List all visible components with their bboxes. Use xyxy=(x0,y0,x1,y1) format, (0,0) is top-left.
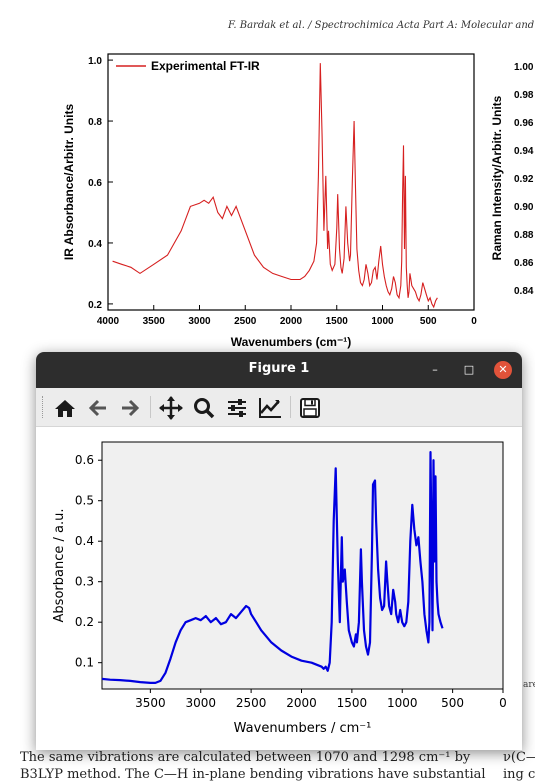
x-tick-label: 1000 xyxy=(387,696,418,710)
window-titlebar[interactable]: Figure 1 – □ ✕ xyxy=(36,352,522,388)
body-text-line-2: B3LYP method. The C—H in-plane bending v… xyxy=(20,767,486,782)
x-tick-label: 4000 xyxy=(97,316,120,327)
x-tick-label: 1000 xyxy=(371,316,394,327)
maximize-button[interactable]: □ xyxy=(460,361,478,379)
save-button[interactable] xyxy=(297,395,323,421)
raman-y-tick-label: 0.90 xyxy=(514,202,534,213)
x-tick-label: 1500 xyxy=(326,316,349,327)
raman-y-tick-label: 0.86 xyxy=(514,258,534,269)
y-tick-label: 0.8 xyxy=(88,117,102,128)
ft-ir-figure: 4000 3500 3000 2500 2000 1500 1000 500 0 0.2 0.4 0.… xyxy=(0,0,535,352)
figure-canvas[interactable]: 3500 3000 2500 2000 1500 1000 500 0 0.1 0.2 0.3 0.4… xyxy=(36,427,522,750)
home-button[interactable] xyxy=(52,395,78,421)
y-tick-label: 0.5 xyxy=(75,494,94,508)
minimize-button[interactable]: – xyxy=(426,361,444,379)
x-tick-label: 2500 xyxy=(234,316,257,327)
y-tick-label: 1.0 xyxy=(88,56,102,67)
legend-entry: Experimental FT-IR xyxy=(151,59,260,73)
back-button[interactable] xyxy=(85,395,111,421)
x-tick-label: 3500 xyxy=(135,696,166,710)
x-tick-label: 500 xyxy=(420,316,437,327)
zoom-button[interactable] xyxy=(191,395,217,421)
x-tick-label: 0 xyxy=(471,316,477,327)
x-tick-label: 2000 xyxy=(280,316,303,327)
x-tick-label: 3000 xyxy=(185,696,216,710)
pan-button[interactable] xyxy=(158,395,184,421)
configure-subplots-button[interactable] xyxy=(224,395,250,421)
x-tick-label: 500 xyxy=(441,696,464,710)
configure-subplots-icon xyxy=(226,397,248,419)
zoom-icon xyxy=(193,397,215,419)
close-button[interactable]: ✕ xyxy=(494,361,512,379)
pan-icon xyxy=(159,396,183,420)
plot-frame xyxy=(108,54,474,310)
x-tick-label: 3500 xyxy=(143,316,166,327)
window-title: Figure 1 xyxy=(36,361,522,376)
x-tick-label: 3000 xyxy=(188,316,211,327)
y-axis-label: IR Absorbance/Arbitr. Units xyxy=(62,104,76,261)
right-column-line-2: ing c xyxy=(503,767,535,782)
forward-button[interactable] xyxy=(117,395,143,421)
raman-y-tick-label: 0.84 xyxy=(514,286,534,297)
y-tick-label: 0.2 xyxy=(75,615,94,629)
body-text-line-1: The same vibrations are calculated betwe… xyxy=(20,750,470,765)
raman-y-tick-label: 0.98 xyxy=(514,90,534,101)
right-column-line-1: ν(C— xyxy=(503,750,535,765)
home-icon xyxy=(54,398,76,418)
back-icon xyxy=(88,398,108,418)
ft-ir-series-line xyxy=(113,63,438,307)
x-tick-label: 2500 xyxy=(236,696,267,710)
body-text: The same vibrations are calculated betwe… xyxy=(20,750,470,765)
x-tick-label: 0 xyxy=(499,696,507,710)
y-tick-label: 0.4 xyxy=(88,239,102,250)
x-axis-label: Wavenumbers / cm⁻¹ xyxy=(234,721,372,736)
raman-y-tick-label: 1.00 xyxy=(514,62,534,73)
toolbar-separator xyxy=(150,396,151,418)
y-axis-label: Absorbance / a.u. xyxy=(52,509,67,623)
y-tick-label: 0.2 xyxy=(88,300,102,311)
raman-y-axis-label: Raman Intensity/Arbitr. Units xyxy=(490,95,504,260)
right-column-text: ν(C— ing c xyxy=(503,750,535,765)
raman-y-tick-label: 0.96 xyxy=(514,118,534,129)
toolbar-separator xyxy=(290,396,291,418)
y-tick-label: 0.3 xyxy=(75,575,94,589)
x-tick-label: 2000 xyxy=(286,696,317,710)
edit-axis-button[interactable] xyxy=(257,395,283,421)
y-tick-label: 0.6 xyxy=(75,453,94,467)
edit-axis-icon xyxy=(258,397,282,419)
raman-y-tick-label: 0.92 xyxy=(514,174,534,185)
x-tick-label: 1500 xyxy=(337,696,368,710)
plot-area xyxy=(102,442,503,689)
absorbance-plot[interactable]: 3500 3000 2500 2000 1500 1000 500 0 0.1 0.2 0.3 0.4… xyxy=(36,427,522,750)
y-tick-label: 0.1 xyxy=(75,656,94,670)
x-axis-label: Wavenumbers (cm⁻¹) xyxy=(231,335,352,349)
navigation-toolbar xyxy=(36,388,522,427)
save-icon xyxy=(299,397,321,419)
raman-y-tick-label: 0.88 xyxy=(514,230,534,241)
raman-y-tick-label: 0.94 xyxy=(514,146,534,157)
right-column-fragment: are xyxy=(523,680,535,690)
figure-window[interactable]: Figure 1 – □ ✕ xyxy=(36,352,522,750)
toolbar-grip xyxy=(42,396,45,418)
y-tick-label: 0.4 xyxy=(75,534,94,548)
forward-icon xyxy=(120,398,140,418)
y-tick-label: 0.6 xyxy=(88,178,102,189)
